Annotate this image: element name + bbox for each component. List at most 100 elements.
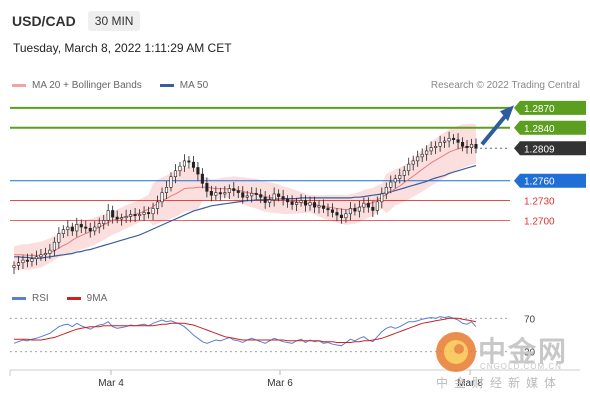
candle-body	[223, 192, 227, 195]
candle-body	[299, 200, 303, 203]
watermark-logo-dot	[454, 344, 464, 354]
candle-body	[187, 160, 191, 163]
candle-body	[469, 144, 474, 148]
candle-body	[330, 209, 334, 213]
candle	[366, 197, 370, 213]
candle-body	[456, 139, 460, 143]
credit-text: Research © 2022 Trading Central	[430, 80, 580, 91]
x-tick-label-0: Mar 4	[98, 378, 124, 389]
level-tag-2: 1.2809	[514, 141, 586, 156]
candle-body	[164, 187, 169, 193]
candle	[299, 194, 303, 207]
candle	[182, 154, 186, 172]
candle	[420, 148, 424, 163]
legend-ma50-swatch	[159, 84, 174, 87]
candle	[245, 190, 249, 202]
legend-ma50: MA 50	[159, 80, 209, 91]
candle	[232, 182, 236, 197]
timeframe-badge[interactable]: 30 MIN	[87, 11, 141, 31]
candle-body	[133, 214, 137, 217]
candle	[393, 174, 397, 189]
candle-body	[384, 187, 388, 195]
candle-body	[61, 229, 65, 234]
candle	[196, 162, 200, 181]
candle	[129, 209, 133, 223]
candle	[151, 202, 155, 221]
x-tick-label-2: Mar 8	[457, 378, 483, 389]
candle	[12, 261, 16, 274]
chart-datetime: Tuesday, March 8, 2022 1:11:29 AM CET	[13, 41, 232, 55]
candle	[425, 145, 429, 161]
chart-header: USD/CAD 30 MIN	[12, 10, 141, 32]
candle	[34, 250, 38, 266]
candle-body	[52, 241, 56, 251]
candle	[147, 206, 151, 219]
candle	[97, 217, 101, 234]
legend-ma50-label: MA 50	[179, 80, 209, 91]
candle	[191, 155, 195, 172]
candle-body	[416, 156, 420, 162]
legend-rsi: RSI	[12, 293, 49, 304]
candle	[416, 150, 420, 167]
candle-body	[218, 192, 222, 195]
candle	[218, 187, 222, 201]
candle	[173, 164, 178, 184]
candle	[447, 131, 451, 148]
candle-body	[196, 167, 200, 175]
candle-body	[375, 201, 379, 211]
candle	[402, 166, 406, 183]
candle-body	[339, 214, 343, 219]
candle	[187, 156, 191, 169]
candle	[70, 222, 74, 236]
candle	[169, 172, 173, 192]
candle-body	[236, 190, 240, 193]
candle-body	[12, 265, 16, 268]
level-tag-0: 1.2870	[514, 100, 586, 115]
candle-body	[21, 259, 25, 264]
candle-body	[335, 212, 339, 216]
candle-body	[79, 224, 83, 228]
legend-rsi-swatch	[12, 297, 26, 300]
candle-body	[106, 210, 110, 221]
candle	[469, 138, 474, 154]
candle	[344, 209, 348, 223]
candle	[348, 201, 352, 221]
candle-body	[425, 150, 429, 155]
candle	[353, 203, 357, 216]
symbol-label: USD/CAD	[12, 13, 76, 29]
candle-body	[420, 153, 424, 158]
level-tag-1: 1.2840	[514, 120, 586, 135]
candle-body	[232, 188, 236, 191]
rsi-legend: RSI 9MA	[12, 293, 125, 304]
candle-body	[227, 188, 231, 193]
candle-body	[263, 196, 267, 203]
candle-body	[474, 144, 478, 149]
candle-body	[443, 140, 447, 143]
candle	[61, 225, 65, 239]
candle-body	[147, 212, 151, 215]
level-tag-3: 1.2760	[514, 173, 586, 188]
candle	[321, 199, 326, 213]
candle-body	[178, 165, 182, 172]
candle-body	[48, 249, 52, 254]
candle-body	[348, 208, 352, 215]
candle-body	[461, 142, 465, 147]
candle-body	[429, 147, 433, 152]
candle-body	[272, 193, 276, 201]
candle-body	[120, 217, 124, 220]
candle-body	[281, 196, 285, 200]
candle-body	[362, 202, 366, 208]
candle-body	[371, 206, 375, 211]
candle	[124, 209, 128, 223]
candle-body	[286, 198, 290, 203]
candle-body	[438, 142, 442, 147]
candle	[286, 195, 290, 208]
candle	[142, 206, 146, 222]
candle-body	[277, 193, 281, 197]
candle-body	[290, 201, 294, 205]
candle-body	[200, 173, 204, 184]
candle	[407, 157, 411, 176]
candle	[48, 243, 52, 259]
candle	[236, 186, 240, 199]
